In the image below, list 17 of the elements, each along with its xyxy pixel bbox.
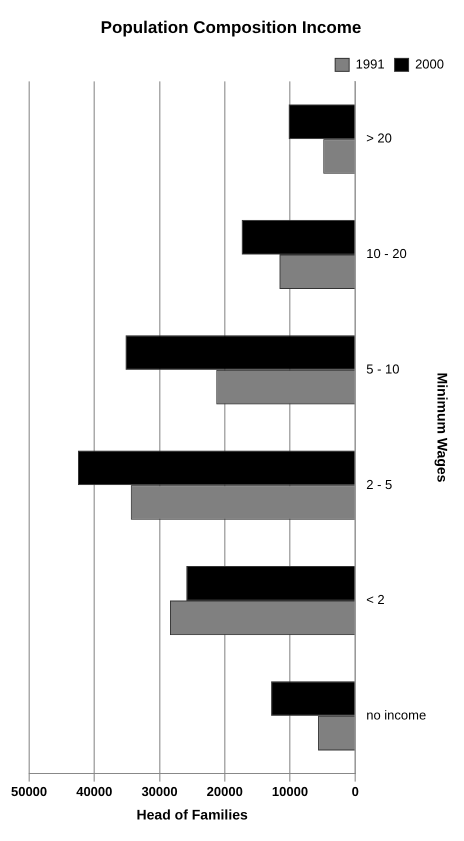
y-tick-label: > 20 [366, 130, 392, 146]
x-tick-label: 20000 [206, 784, 243, 799]
legend-label: 2000 [415, 56, 444, 72]
x-tick-label: 40000 [76, 784, 112, 799]
chart-title: Population Composition Income [100, 18, 362, 37]
x-axis-title: Head of Families [136, 806, 248, 822]
y-tick-label: 10 - 20 [366, 246, 407, 262]
x-tick-label: 10000 [272, 784, 308, 799]
y-axis-title: Minimum Wages [434, 372, 451, 483]
x-tick-label: 30000 [141, 784, 178, 799]
y-tick-label: no income [366, 707, 426, 722]
x-tick-label: 50000 [10, 784, 48, 799]
x-tick-label: 0 [352, 784, 359, 799]
y-tick-label: 5 - 10 [366, 361, 400, 376]
y-tick-label: < 2 [366, 592, 385, 608]
y-tick-label: 2 - 5 [366, 476, 392, 492]
legend-label: 1991 [356, 56, 385, 72]
